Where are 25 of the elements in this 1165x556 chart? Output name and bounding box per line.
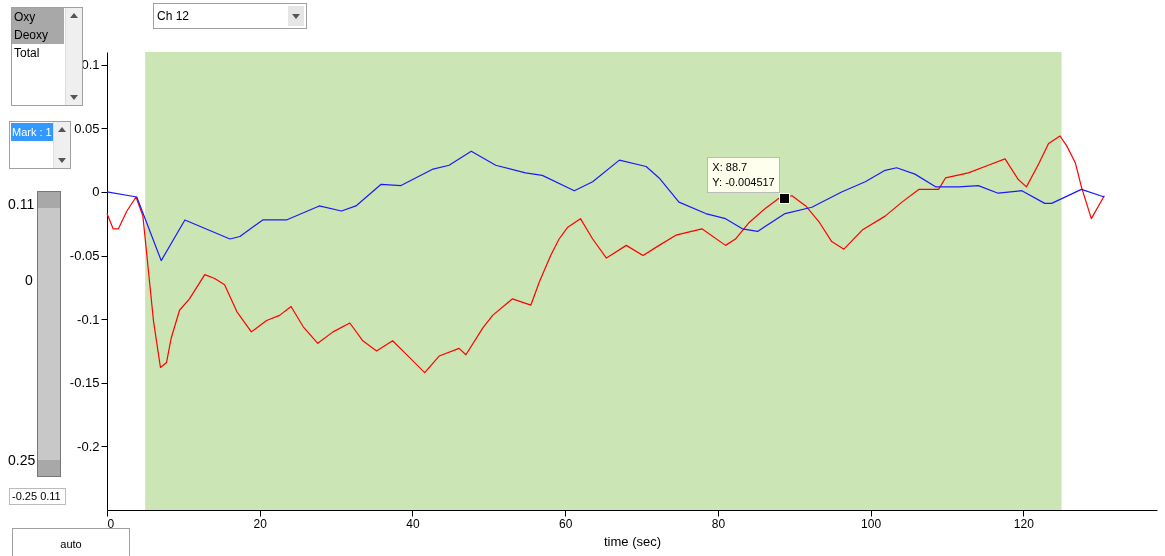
y-tick-label: -0.05: [69, 248, 100, 264]
x-tick-label: 120: [1013, 516, 1035, 531]
x-tick-label: 20: [253, 516, 268, 531]
y-tick-label: 0: [92, 184, 100, 200]
y-tick-label: -0.15: [69, 375, 100, 391]
x-tick-label: 100: [861, 516, 882, 531]
line-series: [106, 150, 1105, 262]
y-tick-label: 0.05: [74, 120, 100, 136]
text: 0.11: [8, 196, 35, 212]
annotation: X: 88.7 Y: -0.004517: [707, 156, 780, 193]
text: 0.25: [8, 452, 36, 468]
line-series: [106, 135, 1105, 374]
y-tick-label: -0.2: [77, 438, 100, 454]
y-tick-label: -0.1: [77, 311, 100, 327]
x-tick-label: 80: [711, 516, 726, 531]
list-box: Mark : 1: [9, 121, 71, 169]
x-tick-label: 40: [406, 516, 420, 531]
text-field: -0.25 0.11: [9, 488, 66, 505]
x-tick-label: 60: [559, 516, 573, 531]
x-tick-label: 0: [107, 516, 115, 531]
text: 0: [25, 272, 33, 288]
x-axis-title: time (sec): [603, 533, 662, 549]
list-box: Oxy Deoxy Total: [11, 7, 83, 106]
dropdown: Ch 12: [153, 3, 307, 29]
button: auto: [12, 528, 130, 556]
